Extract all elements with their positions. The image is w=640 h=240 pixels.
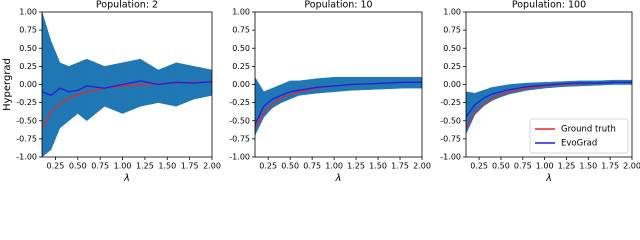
y-tick-label: -0.25 (229, 98, 250, 107)
y-tick-label: 0.25 (443, 62, 461, 71)
figure: Population: 2 λ Hypergrad -1.00 -0.75 -0.50 -0… (2, 0, 640, 184)
axes-frame (254, 11, 423, 158)
x-axis-label: λ (123, 173, 130, 184)
x-tick-label: 0.25 (259, 162, 277, 171)
x-tick-label: 1.25 (347, 162, 365, 171)
plot-area (42, 12, 212, 157)
x-tick-label: 1.50 (369, 162, 387, 171)
spread-band (42, 12, 52, 157)
plot-area (466, 79, 632, 134)
spread-band (59, 62, 70, 129)
x-tick-label: 1.75 (601, 162, 619, 171)
spread-band (175, 62, 195, 107)
y-tick-label: -0.50 (440, 116, 461, 125)
y-tick-label: -0.75 (440, 134, 461, 143)
y-tick-label: 0.75 (443, 26, 461, 35)
panel-title: Population: 10 (304, 0, 372, 11)
axes-frame (465, 11, 633, 158)
spread-band (298, 78, 317, 96)
x-tick-label: 0.50 (492, 162, 510, 171)
y-tick-label: -0.25 (16, 98, 37, 107)
x-tick-label: 1.50 (579, 162, 597, 171)
spread-band (316, 76, 335, 94)
y-tick-label: -0.75 (16, 134, 37, 143)
y-tick-label: -0.75 (229, 134, 250, 143)
x-tick-label: 0.50 (69, 162, 87, 171)
x-tick-label: 2.00 (623, 162, 640, 171)
series-line (466, 81, 632, 118)
spread-band (466, 91, 475, 134)
y-tick-label: 0.25 (232, 62, 250, 71)
x-tick-label: 1.75 (181, 162, 199, 171)
page: {"chart_data": [ {"type": "line", "title… (2, 0, 640, 184)
x-tick-label: 0.75 (514, 162, 532, 171)
series-line (255, 81, 422, 125)
y-tick-label: 1.00 (443, 8, 461, 17)
x-tick-label: 0.75 (91, 162, 109, 171)
x-tick-label: 0.25 (47, 162, 65, 171)
spread-band (50, 40, 61, 150)
y-tick-label: 0.75 (232, 26, 250, 35)
x-tick-label: 1.00 (325, 162, 343, 171)
panel: Population: 10 λ -1.00 -0.75 -0.50 -0.25 0.00 0… (229, 0, 431, 184)
x-tick-label: 1.25 (136, 162, 154, 171)
y-axis-label: Hypergrad (2, 58, 13, 111)
legend-label: EvoGrad (561, 139, 597, 149)
y-tick-label: 1.00 (232, 8, 250, 17)
x-tick-label: 0.75 (303, 162, 321, 171)
y-tick-label: -1.00 (16, 153, 37, 162)
x-tick-label: 1.75 (391, 162, 409, 171)
panel: Population: 2 λ Hypergrad -1.00 -0.75 -0.50 -0… (2, 0, 221, 184)
panel-title: Population: 2 (96, 0, 158, 11)
y-tick-label: 0.00 (232, 80, 250, 89)
legend-label: Ground truth (561, 125, 616, 135)
legend-box (529, 118, 629, 154)
x-axis-label: λ (335, 173, 342, 184)
x-tick-label: 1.00 (536, 162, 554, 171)
series-line (42, 80, 212, 97)
x-tick-label: 0.25 (470, 162, 488, 171)
y-tick-label: -1.00 (440, 153, 461, 162)
y-tick-label: 0.00 (443, 80, 461, 89)
y-tick-label: -0.50 (16, 116, 37, 125)
y-tick-label: 0.25 (19, 62, 37, 71)
y-tick-label: 0.75 (19, 26, 37, 35)
plot-area (255, 76, 422, 136)
y-tick-label: 0.50 (232, 44, 250, 53)
x-tick-label: 1.25 (558, 162, 576, 171)
x-tick-label: 1.00 (114, 162, 132, 171)
axes-frame (41, 11, 213, 158)
panel-title: Population: 100 (512, 0, 586, 11)
y-tick-label: 0.50 (443, 44, 461, 53)
y-tick-label: -0.50 (229, 116, 250, 125)
x-tick-label: 2.00 (413, 162, 431, 171)
panel: Population: 100 λ -1.00 -0.75 -0.50 -0.25 0.00… (440, 0, 640, 184)
x-tick-label: 1.50 (158, 162, 176, 171)
x-tick-label: 2.00 (203, 162, 221, 171)
y-tick-label: 0.50 (19, 44, 37, 53)
y-tick-label: -1.00 (229, 153, 250, 162)
y-tick-label: 1.00 (19, 8, 37, 17)
x-axis-label: λ (545, 173, 552, 184)
y-tick-label: 0.00 (19, 80, 37, 89)
x-tick-label: 0.50 (281, 162, 299, 171)
y-tick-label: -0.25 (440, 98, 461, 107)
